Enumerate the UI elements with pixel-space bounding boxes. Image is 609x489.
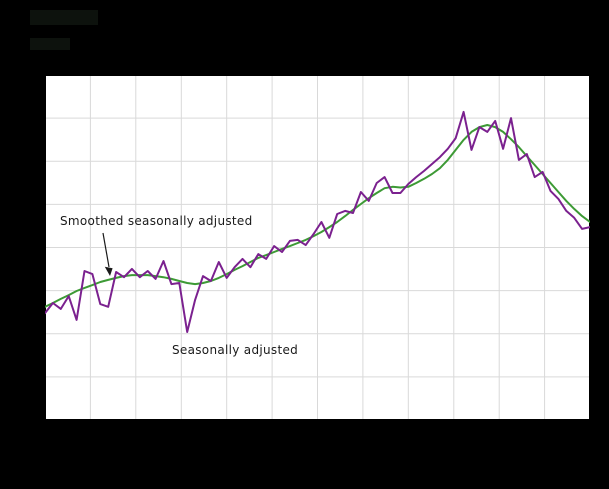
seasonally-adjusted-line: [45, 110, 590, 333]
hidden-title-block: [30, 10, 98, 25]
annotation-smoothed-label: Smoothed seasonally adjusted: [60, 214, 253, 228]
hidden-subtitle-block: [30, 38, 70, 50]
line-chart-svg: [45, 75, 590, 420]
plot-border: [45, 75, 590, 420]
annotation-arrow-icon: [102, 232, 113, 276]
plot-area: Smoothed seasonally adjusted Seasonally …: [45, 75, 590, 420]
annotation-seasonally-adjusted-label: Seasonally adjusted: [172, 343, 299, 357]
smoothed-seasonally-adjusted-line: [45, 124, 590, 308]
